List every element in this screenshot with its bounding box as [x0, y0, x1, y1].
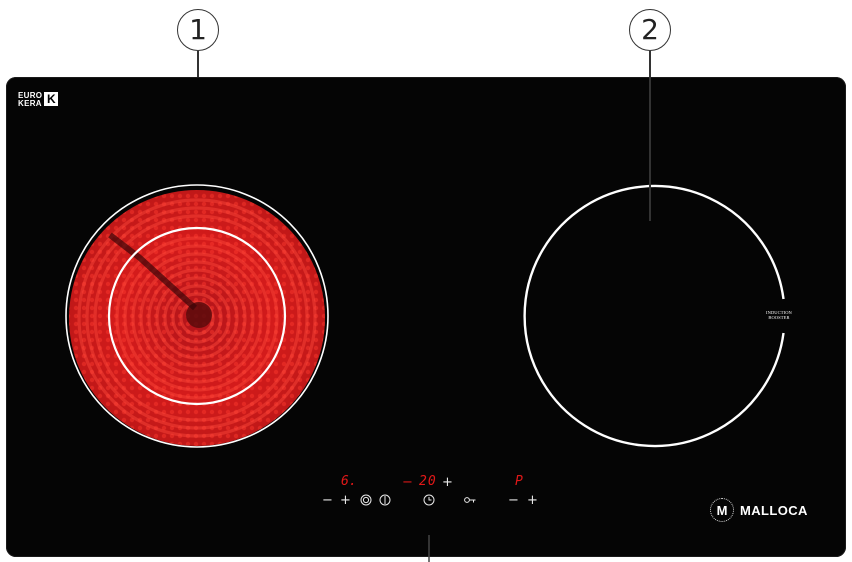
left-plus-button[interactable]: + — [340, 493, 351, 508]
right-plus-button[interactable]: + — [527, 493, 538, 508]
booster-line-1: INDUCTION — [766, 310, 792, 315]
logo-k-mark: K — [44, 92, 59, 106]
left-radiant-zone — [65, 184, 329, 448]
callout-2-label: 2 — [641, 13, 659, 46]
right-minus-button[interactable]: − — [508, 493, 519, 508]
timer-display: 20 — [419, 474, 437, 489]
callout-2-leader — [649, 51, 651, 221]
coil-rings — [77, 198, 317, 438]
element-lead-shadow — [108, 232, 198, 311]
power-icon[interactable] — [379, 494, 391, 506]
timer-plus-button[interactable]: + — [442, 475, 453, 490]
booster-line-2: BOOSTER — [768, 315, 790, 320]
malloca-name: MALLOCA — [740, 502, 808, 518]
outer-zone-ring — [65, 184, 329, 448]
logo-line-1: EURO — [18, 91, 43, 100]
dual-circle-icon[interactable] — [360, 494, 372, 506]
left-minus-button[interactable]: − — [322, 493, 333, 508]
logo-line-2: KERA — [18, 99, 42, 108]
induction-booster-label: INDUCTION BOOSTER — [766, 310, 792, 320]
right-zone-display: P — [515, 474, 523, 489]
left-zone-display: 6. — [341, 474, 357, 489]
eurokera-logo: EURO KERA K — [18, 91, 59, 108]
malloca-logo: M MALLOCA — [710, 498, 808, 522]
inner-zone-ring — [107, 226, 287, 406]
malloca-badge: M — [710, 498, 734, 522]
callout-1-label: 1 — [189, 13, 207, 46]
callout-1: 1 — [177, 9, 219, 51]
key-lock-icon[interactable] — [464, 496, 476, 504]
right-induction-zone — [523, 184, 785, 448]
timer-icon[interactable] — [423, 494, 435, 506]
callout-2: 2 — [629, 9, 671, 51]
timer-minus-button[interactable]: − — [402, 475, 413, 490]
induction-zone-ring — [523, 184, 785, 448]
